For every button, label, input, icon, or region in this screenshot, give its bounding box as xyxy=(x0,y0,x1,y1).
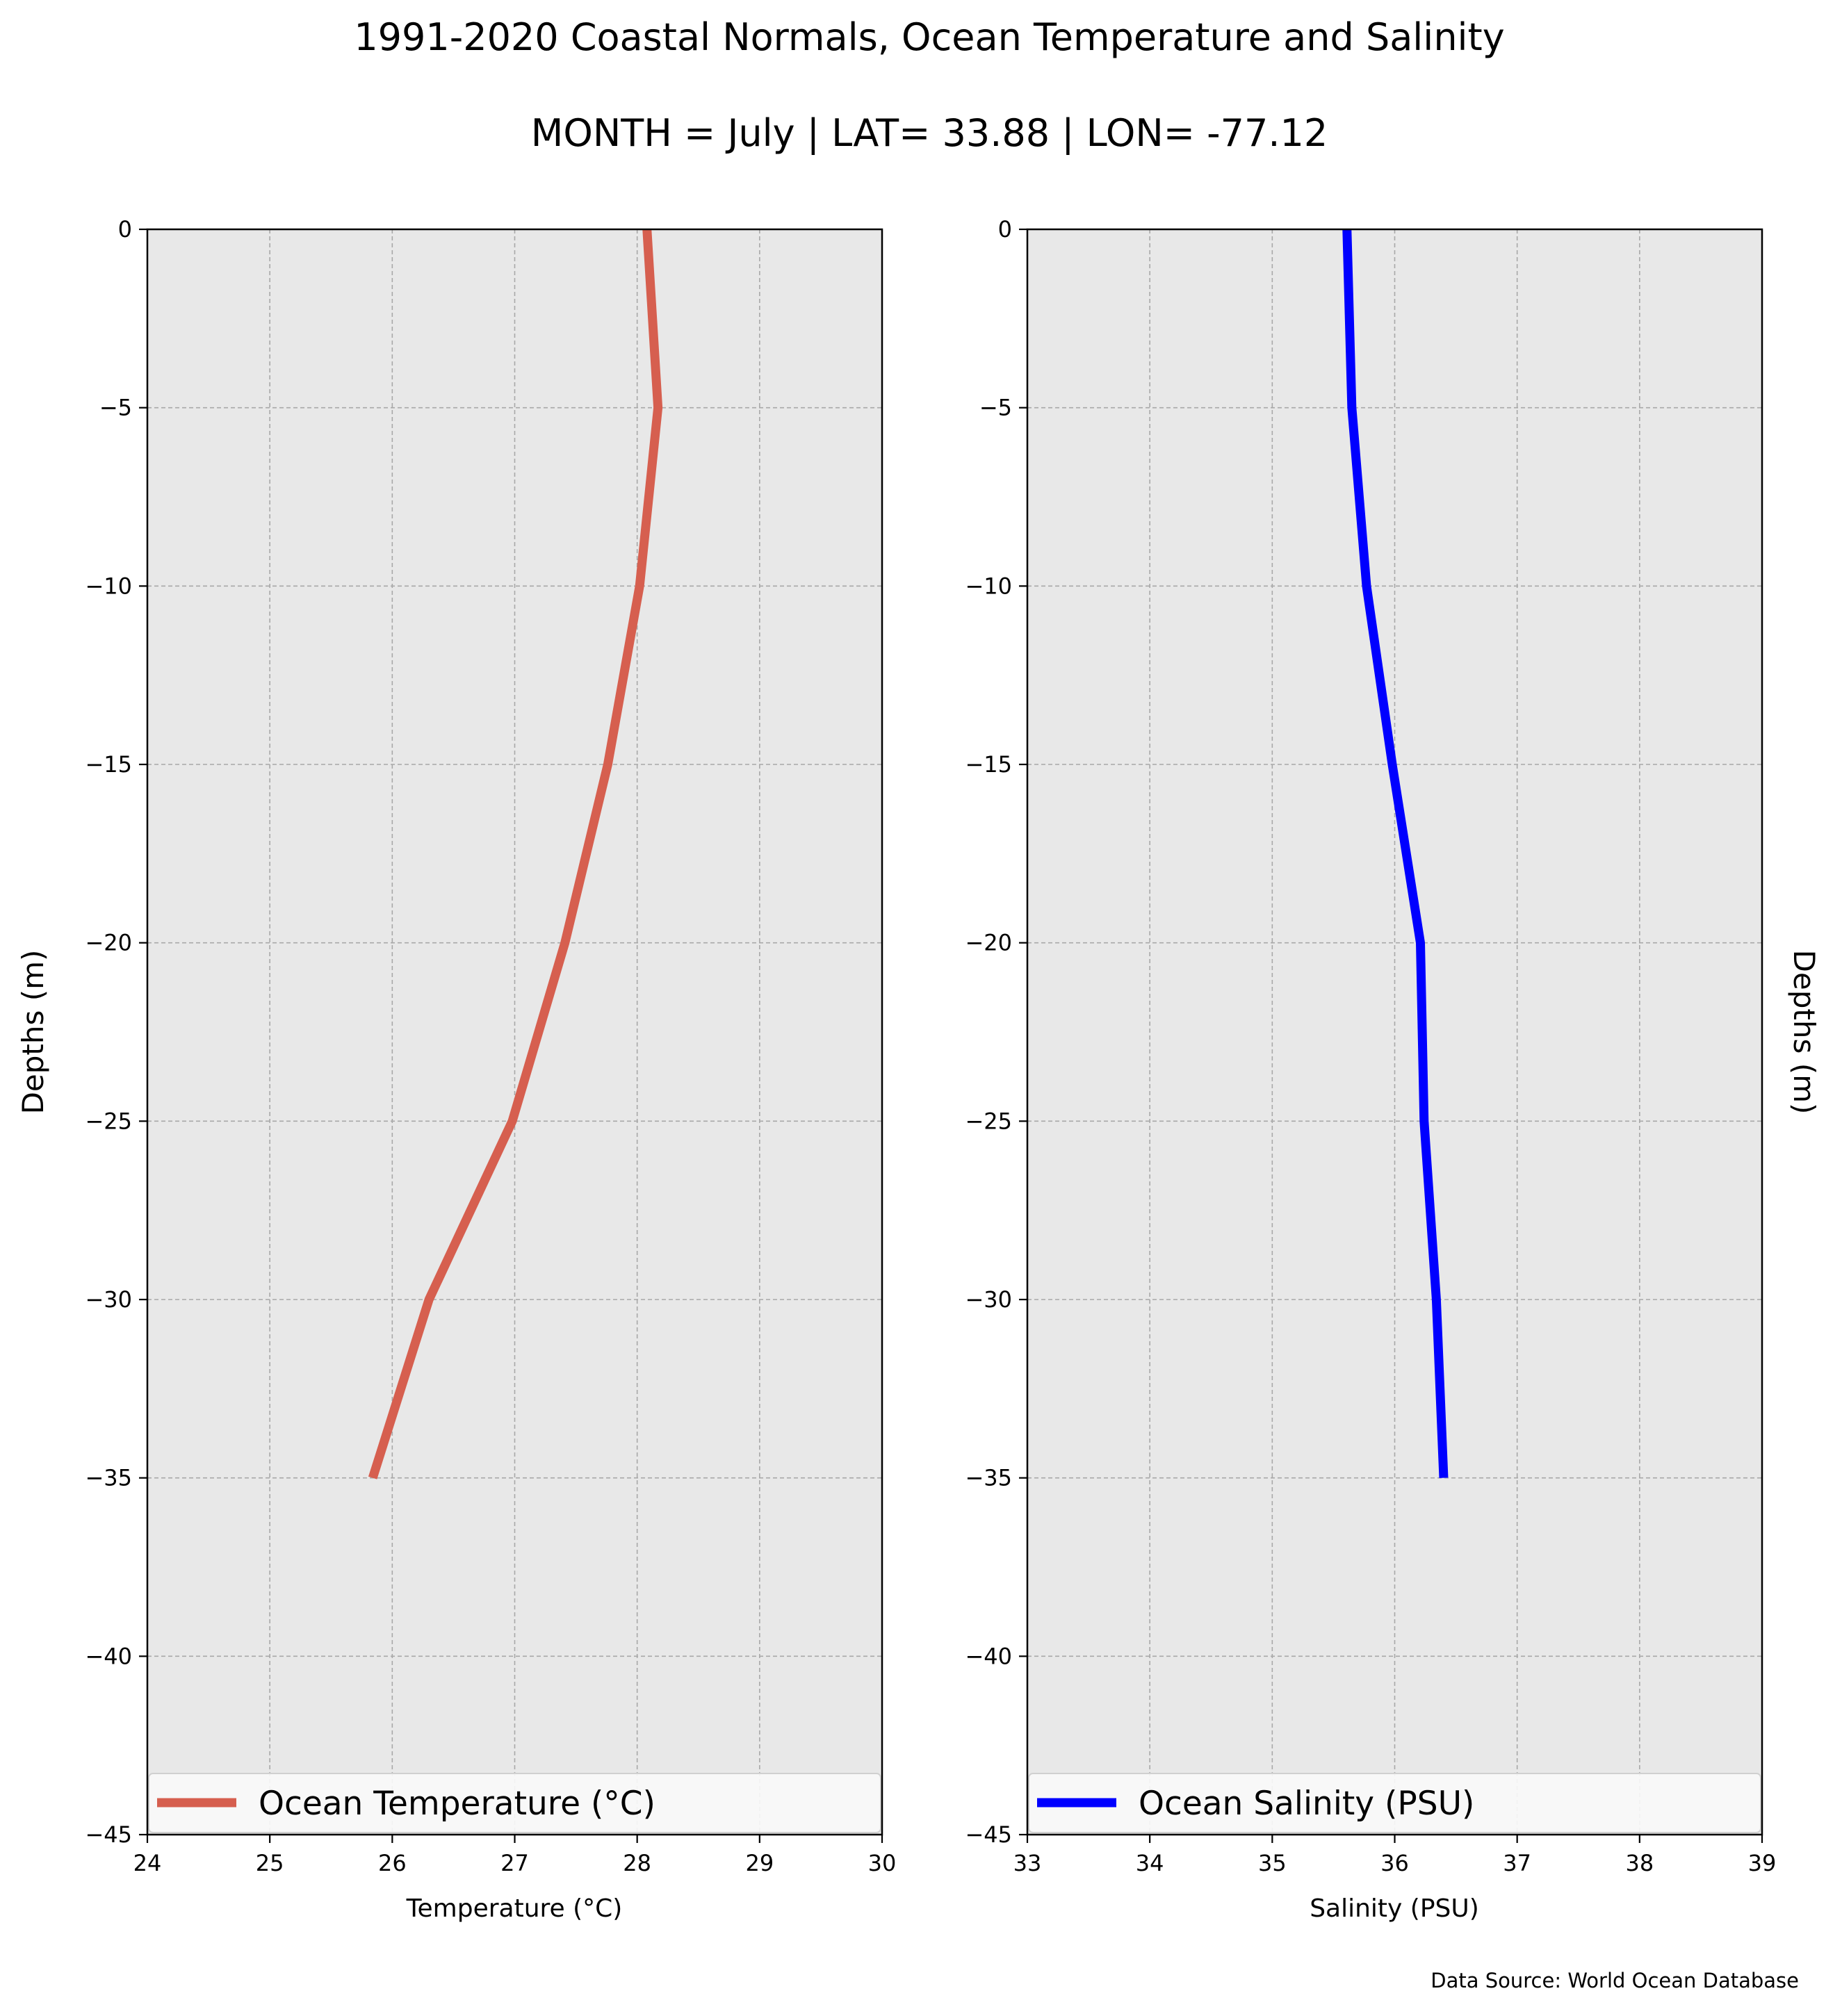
temperature-series-line xyxy=(368,229,663,1480)
salinity-ytick-label: −20 xyxy=(965,930,1012,956)
chart-subtitle: MONTH = July | LAT= 33.88 | LON= -77.12 xyxy=(531,111,1328,155)
temperature-ytick-label: 0 xyxy=(118,216,132,243)
salinity-xtick-label: 33 xyxy=(1013,1850,1042,1876)
temperature-ytick-label: −15 xyxy=(85,751,132,778)
salinity-panel: Ocean Salinity (PSU) 33 34 35 36 37 38 39 0 −5 −… xyxy=(965,216,1821,1923)
temperature-xtick-label: 26 xyxy=(378,1850,407,1876)
salinity-ytick-label: −40 xyxy=(965,1643,1012,1669)
salinity-xtick-label: 36 xyxy=(1380,1850,1409,1876)
temperature-xtick-label: 30 xyxy=(868,1850,897,1876)
data-source-note: Data Source: World Ocean Database xyxy=(1431,1969,1799,1992)
temperature-ytick-label: −35 xyxy=(85,1465,132,1491)
temperature-panel: Ocean Temperature (°C) 24 25 26 27 28 29 30 0 −… xyxy=(16,216,896,1923)
temperature-ytick-label: −40 xyxy=(85,1643,132,1669)
temperature-xtick-label: 24 xyxy=(133,1850,162,1876)
salinity-xtick-label: 34 xyxy=(1136,1850,1164,1876)
salinity-x-axis-label: Salinity (PSU) xyxy=(1310,1894,1479,1923)
salinity-xtick-label: 39 xyxy=(1748,1850,1777,1876)
salinity-ytick-label: −45 xyxy=(965,1821,1012,1848)
temperature-x-axis-label: Temperature (°C) xyxy=(406,1894,623,1923)
temperature-ytick-label: −20 xyxy=(85,930,132,956)
salinity-y-axis-label: Depths (m) xyxy=(1787,950,1821,1115)
salinity-ytick-label: −30 xyxy=(965,1286,1012,1313)
salinity-ytick-label: −5 xyxy=(979,395,1012,421)
salinity-ytick-label: −25 xyxy=(965,1108,1012,1134)
salinity-series-line xyxy=(1342,229,1449,1478)
salinity-xtick-label: 35 xyxy=(1258,1850,1287,1876)
chart-title: 1991-2020 Coastal Normals, Ocean Tempera… xyxy=(354,15,1504,59)
temperature-ytick-label: −10 xyxy=(85,573,132,599)
salinity-legend-label: Ocean Salinity (PSU) xyxy=(1139,1785,1474,1823)
salinity-ytick-label: 0 xyxy=(998,216,1012,243)
temperature-legend-label: Ocean Temperature (°C) xyxy=(259,1785,655,1823)
temperature-ytick-label: −45 xyxy=(85,1821,132,1848)
salinity-legend-box xyxy=(1028,1773,1761,1833)
salinity-xtick-label: 37 xyxy=(1503,1850,1531,1876)
salinity-xtick-label: 38 xyxy=(1625,1850,1654,1876)
temperature-xtick-label: 29 xyxy=(745,1850,774,1876)
temperature-ytick-label: −30 xyxy=(85,1286,132,1313)
temperature-legend-box xyxy=(148,1773,881,1833)
temperature-xtick-label: 28 xyxy=(623,1850,651,1876)
salinity-legend: Ocean Salinity (PSU) xyxy=(1028,1773,1761,1833)
temperature-legend: Ocean Temperature (°C) xyxy=(148,1773,881,1833)
salinity-ytick-label: −35 xyxy=(965,1465,1012,1491)
salinity-ytick-label: −15 xyxy=(965,751,1012,778)
temperature-xtick-label: 25 xyxy=(256,1850,284,1876)
salinity-ytick-label: −10 xyxy=(965,573,1012,599)
temperature-xtick-label: 27 xyxy=(500,1850,529,1876)
temperature-ytick-label: −5 xyxy=(99,395,132,421)
temperature-y-axis-label: Depths (m) xyxy=(16,950,50,1115)
temperature-ytick-label: −25 xyxy=(85,1108,132,1134)
